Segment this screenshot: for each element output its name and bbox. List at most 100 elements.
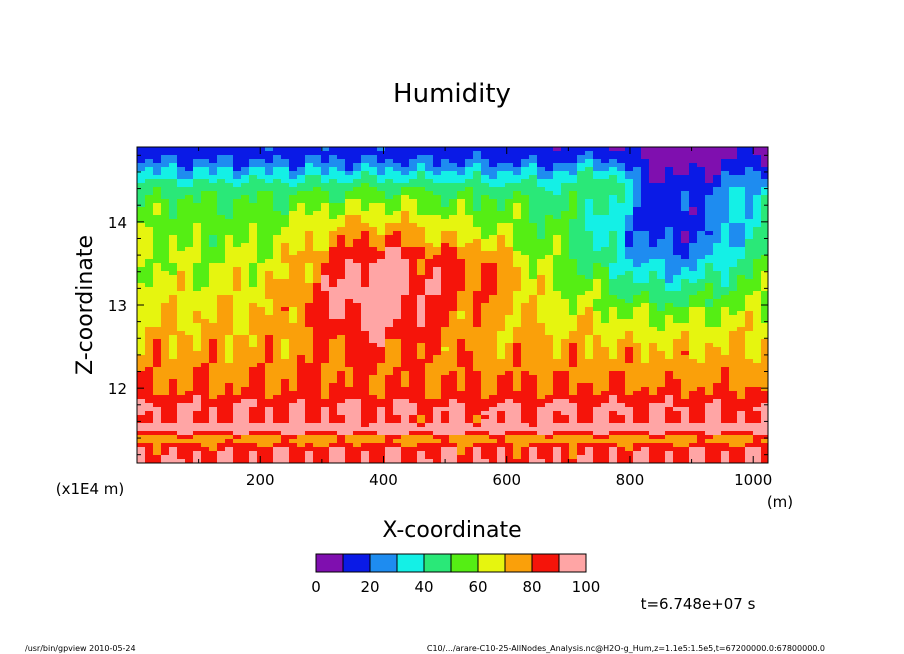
field-cell [225, 291, 234, 296]
field-cell [473, 371, 482, 376]
field-cell [761, 383, 768, 388]
field-cell [745, 315, 754, 320]
field-cell [449, 187, 458, 192]
field-cell [665, 379, 674, 384]
field-cell [537, 231, 546, 236]
field-cell [337, 159, 346, 164]
field-cell [217, 379, 226, 384]
field-cell [385, 155, 394, 160]
field-cell [617, 147, 626, 152]
field-cell [137, 239, 146, 244]
field-cell [145, 167, 154, 172]
field-cell [673, 183, 682, 188]
field-cell [153, 323, 162, 328]
field-cell [545, 347, 554, 352]
field-cell [401, 219, 410, 224]
field-cell [401, 159, 410, 164]
field-cell [585, 167, 594, 172]
field-cell [673, 279, 682, 284]
field-cell [321, 331, 330, 336]
field-cell [761, 179, 768, 184]
field-cell [633, 291, 642, 296]
field-cell [233, 335, 242, 340]
field-cell [529, 279, 538, 284]
field-cell [481, 295, 490, 300]
field-cell [481, 231, 490, 236]
field-cell [241, 275, 250, 280]
field-cell [721, 339, 730, 344]
field-cell [641, 159, 650, 164]
field-cell [641, 319, 650, 324]
field-cell [289, 155, 298, 160]
field-cell [217, 251, 226, 256]
field-cell [569, 283, 578, 288]
field-cell [545, 339, 554, 344]
field-cell [705, 391, 714, 396]
field-cell [177, 219, 186, 224]
field-cell [561, 219, 570, 224]
field-cell [321, 307, 330, 312]
field-cell [201, 263, 210, 268]
field-cell [521, 175, 530, 180]
field-cell [481, 371, 490, 376]
field-cell [585, 231, 594, 236]
field-cell [449, 343, 458, 348]
field-cell [361, 239, 370, 244]
field-cell [649, 287, 658, 292]
field-cell [505, 379, 514, 384]
field-cell [657, 375, 666, 380]
field-cell [729, 283, 738, 288]
field-cell [481, 179, 490, 184]
field-cell [553, 383, 562, 388]
field-cell [377, 339, 386, 344]
field-cell [593, 267, 602, 272]
field-cell [305, 163, 314, 168]
field-cell [745, 175, 754, 180]
field-cell [529, 151, 538, 156]
field-cell [657, 355, 666, 360]
field-cell [457, 223, 466, 228]
field-cell [441, 299, 450, 304]
field-cell [609, 391, 618, 396]
field-cell [369, 331, 378, 336]
field-cell [257, 235, 266, 240]
field-cell [521, 187, 530, 192]
field-cell [377, 175, 386, 180]
field-cell [369, 207, 378, 212]
field-cell [289, 311, 298, 316]
field-cell [249, 271, 258, 276]
field-cell [689, 151, 698, 156]
field-cell [425, 303, 434, 308]
field-cell [281, 399, 290, 404]
field-cell [713, 251, 722, 256]
field-cell [641, 347, 650, 352]
field-cell [329, 327, 338, 332]
field-cell [417, 287, 426, 292]
field-cell [705, 339, 714, 344]
field-cell [361, 339, 370, 344]
field-cell [697, 195, 706, 200]
field-cell [273, 275, 282, 280]
field-cell [713, 307, 722, 312]
field-cell [609, 355, 618, 360]
field-cell [265, 175, 274, 180]
field-cell [185, 239, 194, 244]
field-cell [617, 291, 626, 296]
field-cell [585, 155, 594, 160]
field-cell [313, 291, 322, 296]
field-cell [657, 199, 666, 204]
field-cell [521, 395, 530, 400]
field-cell [553, 355, 562, 360]
field-cell [177, 307, 186, 312]
field-cell [321, 339, 330, 344]
field-cell [545, 279, 554, 284]
field-cell [337, 287, 346, 292]
field-cell [137, 283, 146, 288]
field-cell [345, 295, 354, 300]
field-cell [641, 147, 650, 152]
field-cell [265, 147, 274, 152]
field-cell [369, 147, 378, 152]
field-cell [433, 323, 442, 328]
field-cell [721, 243, 730, 248]
field-cell [153, 395, 162, 400]
